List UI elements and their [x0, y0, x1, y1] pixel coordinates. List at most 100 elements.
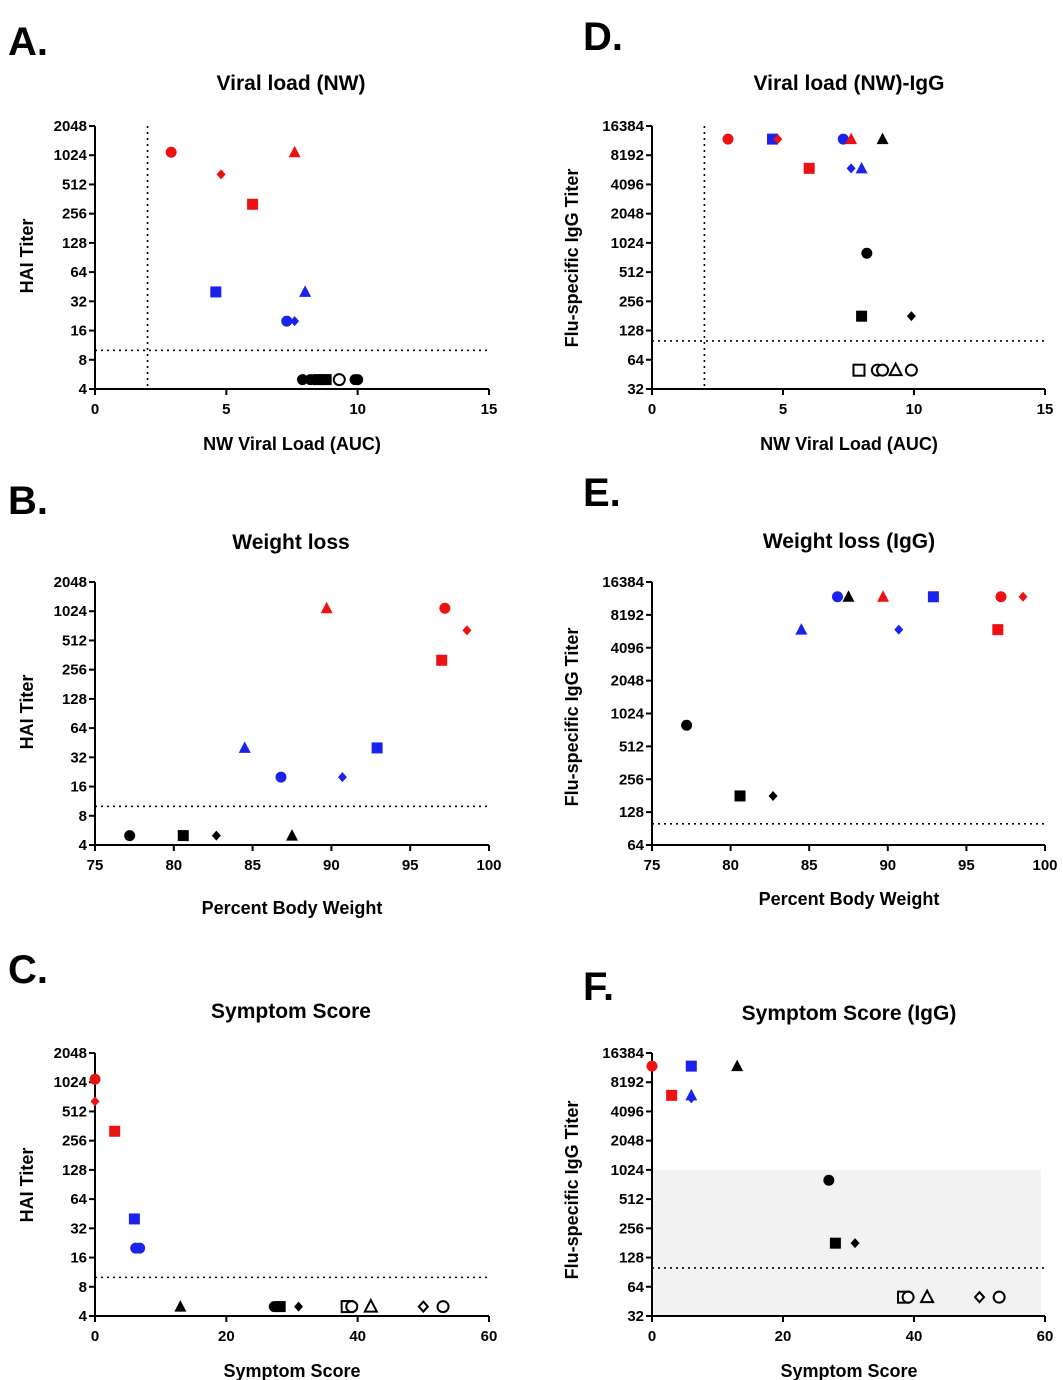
panel-a-data-point	[332, 373, 346, 387]
panel-b-data-point	[462, 625, 472, 636]
panel-a-data-point	[290, 316, 300, 327]
panel-e-title: Weight loss (IgG)	[763, 530, 935, 553]
panel-b-y-axis-label: HAI Titer	[17, 675, 37, 750]
panel-d-y-tick-label: 32	[627, 381, 644, 398]
panel-f-data-point	[850, 1238, 860, 1249]
panel-b-x-axis-label: Percent Body Weight	[202, 898, 383, 918]
panel-e-label: E.	[583, 471, 621, 515]
panel-c-y-axis-label: HAI Titer	[17, 1148, 37, 1223]
panel-f-data-point	[685, 1060, 697, 1072]
panel-e-data-point	[842, 590, 855, 602]
panel-b-data-point	[320, 601, 333, 614]
panel-d-data-point	[904, 363, 918, 377]
panel-c-y-tick-label: 2048	[54, 1045, 87, 1062]
panel-c-y-tick-label: 8	[79, 1279, 87, 1296]
panel-a-y-tick-label: 8	[79, 352, 87, 369]
panel-d-label: D.	[583, 15, 623, 59]
panel-f-x-tick-label: 40	[906, 1328, 923, 1345]
panel-b-x-tick-label: 80	[165, 857, 182, 874]
panel-f-data-point	[829, 1237, 841, 1249]
panel-a-data-point	[352, 374, 364, 386]
panel-f-shaded-region	[652, 1169, 1041, 1316]
panel-e-data-point	[877, 590, 890, 602]
panel-a-plot: 4 8 16 32 64 128 256 512 1024 2048 0 5 10 15	[54, 118, 498, 418]
panel-e-data-point	[795, 623, 808, 635]
panel-f-y-tick-label: 512	[619, 1191, 644, 1208]
panel-e-x-tick-label: 95	[958, 857, 975, 874]
panel-b-y-tick-label: 256	[62, 662, 87, 679]
panel-c-y-tick-label: 64	[70, 1191, 87, 1208]
panel-e-y-tick-label: 256	[619, 771, 644, 788]
panel-f-data-point	[901, 1290, 915, 1304]
panel-c-x-axis-label: Symptom Score	[223, 1361, 360, 1380]
panel-f-data-point	[823, 1174, 835, 1186]
panel-b-data-point	[337, 772, 347, 783]
panel-d-data-point	[837, 133, 849, 145]
panel-d-y-tick-label: 8192	[611, 147, 644, 164]
panel-b-title: Weight loss	[232, 531, 349, 554]
panel-e-y-tick-label: 128	[619, 804, 644, 821]
panel-c-data-point	[417, 1300, 430, 1314]
panel-e-data-point	[681, 719, 693, 731]
panel-e-y-tick-label: 2048	[611, 673, 644, 690]
panel-b-y-tick-label: 512	[62, 632, 87, 649]
panel-c-y-tick-label: 1024	[54, 1074, 88, 1091]
panel-a-y-tick-label: 4	[79, 381, 88, 398]
panel-e-y-tick-label: 512	[619, 738, 644, 755]
panel-f-y-tick-label: 1024	[611, 1162, 645, 1179]
panel-a-data-point	[312, 374, 324, 386]
panel-c-x-tick-label: 40	[349, 1328, 366, 1345]
panel-e-x-tick-label: 80	[722, 857, 739, 874]
panel-d-y-tick-label: 128	[619, 323, 644, 340]
panel-e-data-point	[992, 624, 1004, 636]
panel-d-plot: 32 64 128 256 512 1024 2048 4096 8192 16384 0 5 10 15	[602, 118, 1053, 418]
panel-a-y-tick-label: 2048	[54, 118, 87, 135]
panel-d-y-tick-label: 16384	[602, 118, 644, 135]
panel-a-y-tick-label: 128	[62, 235, 87, 252]
panel-f-y-axis-label: Flu-specific IgG Titer	[562, 1101, 582, 1280]
panel-f-y-tick-label: 256	[619, 1220, 644, 1237]
panel-b-data-point	[177, 830, 189, 842]
panel-f-x-tick-label: 20	[775, 1328, 792, 1345]
panel-d-data-point	[906, 311, 916, 322]
panel-c-y-tick-label: 256	[62, 1133, 87, 1150]
panel-a-y-tick-label: 16	[70, 323, 87, 340]
panel-a-data-point	[216, 169, 226, 180]
panel-f-y-tick-label: 32	[627, 1308, 644, 1325]
panel-d-x-tick-label: 0	[648, 401, 656, 418]
panel-e-x-tick-label: 75	[644, 857, 661, 874]
panel-d-data-point	[876, 132, 889, 145]
panel-e-plot: 64 128 256 512 1024 2048 4096 8192 16384 75 80 85 90…	[602, 574, 1057, 874]
panel-a-y-tick-label: 64	[70, 264, 87, 281]
panel-b-x-tick-label: 75	[87, 857, 104, 874]
panel-a-data-point	[297, 374, 309, 386]
panel-f: F. Symptom Score (IgG) Symptom Score Flu…	[562, 965, 1053, 1380]
panel-f-y-tick-label: 4096	[611, 1103, 644, 1120]
panel-f-data-point	[919, 1288, 935, 1304]
panel-f-y-tick-label: 8192	[611, 1074, 644, 1091]
panel-b-x-tick-label: 100	[476, 857, 501, 874]
panel-e-data-point	[1018, 591, 1028, 602]
panel-a-data-point	[281, 315, 293, 327]
panel-c-data-point	[363, 1297, 379, 1313]
panel-d: D. Viral load (NW)-IgG NW Viral Load (AU…	[562, 15, 1053, 454]
panel-d-data-point	[773, 134, 783, 145]
panel-f-data-point	[646, 1060, 658, 1072]
panel-b-y-tick-label: 16	[70, 779, 87, 796]
panel-a-data-point	[165, 146, 177, 158]
panel-a-x-tick-label: 15	[481, 401, 498, 418]
panel-f-y-tick-label: 128	[619, 1250, 644, 1267]
panel-a-data-point	[299, 285, 312, 297]
panel-d-data-point	[803, 162, 815, 174]
panel-b-y-tick-label: 128	[62, 691, 87, 708]
panel-c-y-tick-label: 16	[70, 1250, 87, 1267]
panel-e-x-axis-label: Percent Body Weight	[759, 889, 940, 909]
panel-c-data-point	[109, 1125, 121, 1137]
panel-c-y-tick-label: 4	[79, 1308, 88, 1325]
panel-d-y-tick-label: 2048	[611, 206, 644, 223]
panel-c-x-tick-label: 60	[481, 1328, 498, 1345]
panel-b-label: B.	[8, 479, 48, 523]
panel-f-data-point	[686, 1093, 696, 1104]
panel-e-y-tick-label: 1024	[611, 706, 645, 723]
panel-f-x-tick-label: 60	[1037, 1328, 1054, 1345]
